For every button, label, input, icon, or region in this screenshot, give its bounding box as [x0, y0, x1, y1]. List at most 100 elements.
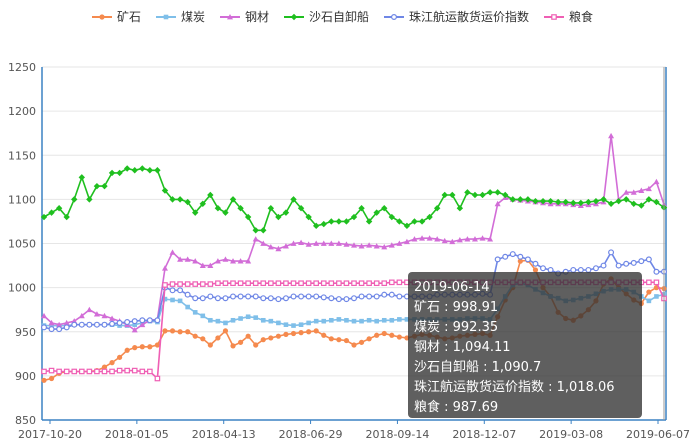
series-2-point	[184, 256, 191, 262]
series-2-point	[207, 262, 214, 268]
series-2-point	[41, 312, 47, 319]
series-3-point	[539, 197, 547, 205]
series-4-point	[388, 291, 395, 298]
series-3-point	[320, 220, 327, 228]
series-2-point	[479, 235, 486, 241]
series-5-point	[320, 280, 327, 287]
series-5-point	[116, 367, 123, 374]
series-4-point	[40, 324, 47, 331]
series-5-point	[268, 280, 274, 287]
series-3-point	[40, 213, 48, 221]
series-2-point	[93, 311, 100, 317]
series-0-point	[41, 377, 47, 383]
series-1-point	[291, 323, 296, 328]
series-4-point	[396, 293, 403, 300]
series-1-point	[313, 318, 319, 324]
legend-item-4[interactable]: 珠江航运散货运价指数	[384, 9, 529, 24]
series-1-point	[253, 315, 259, 320]
series-3-point	[464, 189, 471, 196]
series-4-point	[71, 321, 78, 328]
series-5-point	[298, 280, 304, 287]
series-0-point	[389, 332, 395, 338]
series-5-point	[63, 368, 70, 375]
tooltip-row-sand-ship: 沙石自卸船 : 1,090.7	[414, 359, 541, 375]
legend-item-3[interactable]: 沙石自卸船	[284, 9, 369, 24]
series-4-point	[207, 293, 214, 300]
series-4-point	[93, 321, 100, 328]
x-tick-label: 2018-06-29	[279, 428, 343, 441]
series-1-point	[268, 318, 274, 324]
series-4-point	[109, 320, 116, 327]
series-2-point	[282, 243, 289, 249]
series-1-point	[336, 317, 342, 322]
tooltip-row-steel: 钢材 : 1,094.11	[414, 340, 511, 355]
y-tick-label: 1050	[8, 238, 36, 251]
series-0-point	[177, 329, 183, 335]
series-1-point	[245, 314, 251, 320]
series-3-point	[199, 200, 206, 207]
series-2-point	[645, 185, 652, 192]
series-5-point	[252, 280, 259, 287]
series-1-point	[381, 317, 387, 323]
chart-legend: 矿石 煤炭 钢材 沙石自卸船 珠江航运散货运价指数 粮食	[92, 9, 593, 24]
series-0-point	[215, 335, 221, 341]
series-3-point	[161, 187, 169, 194]
legend-item-0[interactable]: 矿石	[92, 10, 141, 24]
series-4-point	[290, 293, 297, 300]
series-1-point	[321, 318, 327, 324]
series-2-point	[653, 178, 660, 185]
series-0-point	[117, 354, 123, 360]
series-3-point	[184, 198, 191, 206]
series-3-point	[282, 209, 290, 216]
series-0-point	[99, 14, 105, 20]
series-3-point	[123, 165, 131, 172]
series-0-point	[260, 337, 266, 343]
series-3-point	[607, 200, 615, 207]
chart-tooltip: 2019-06-14 矿石 : 998.91 煤炭 : 992.35 钢材 : …	[408, 67, 665, 420]
series-5-point	[86, 368, 93, 375]
series-3-point	[244, 213, 252, 221]
series-5-point	[48, 367, 55, 374]
series-2-point	[222, 256, 229, 262]
series-5-point	[139, 368, 146, 375]
series-4-point	[86, 321, 93, 328]
series-4-point	[124, 319, 131, 326]
series-3-point	[585, 198, 592, 206]
series-5-point	[381, 280, 388, 287]
series-0-point	[268, 335, 274, 341]
series-4-point	[101, 321, 108, 328]
series-2-point	[456, 236, 463, 243]
series-4-point	[222, 295, 229, 302]
x-tick-label: 2017-10-20	[18, 428, 82, 441]
series-0-point	[192, 333, 198, 339]
series-2-point	[396, 240, 403, 246]
series-4-point	[615, 262, 622, 269]
series-3-point	[86, 196, 93, 203]
legend-label: 钢材	[245, 10, 269, 24]
series-5-point	[275, 280, 282, 287]
legend-label: 珠江航运散货运价指数	[409, 9, 529, 24]
series-0-point	[313, 328, 319, 334]
legend-item-1[interactable]: 煤炭	[156, 10, 205, 24]
series-3-point	[176, 196, 184, 203]
series-2-point	[638, 187, 645, 193]
series-0-point	[101, 364, 108, 370]
series-2-point	[252, 236, 259, 242]
legend-item-5[interactable]: 粮食	[544, 9, 593, 24]
series-4-point	[335, 296, 342, 303]
series-3-point	[449, 191, 456, 199]
series-2-point	[237, 258, 244, 264]
series-3-point	[494, 189, 501, 196]
series-3-point	[388, 213, 396, 221]
series-3-point	[426, 213, 433, 221]
series-3-point	[615, 197, 622, 205]
series-3-point	[524, 196, 532, 203]
series-4-point	[169, 287, 176, 294]
series-0-point	[147, 344, 153, 350]
series-1-point	[298, 322, 304, 327]
series-4-point	[328, 295, 335, 302]
legend-item-2[interactable]: 钢材	[220, 10, 269, 24]
series-0-point	[275, 333, 281, 339]
series-1-point	[163, 14, 169, 20]
series-4-point	[237, 293, 244, 300]
